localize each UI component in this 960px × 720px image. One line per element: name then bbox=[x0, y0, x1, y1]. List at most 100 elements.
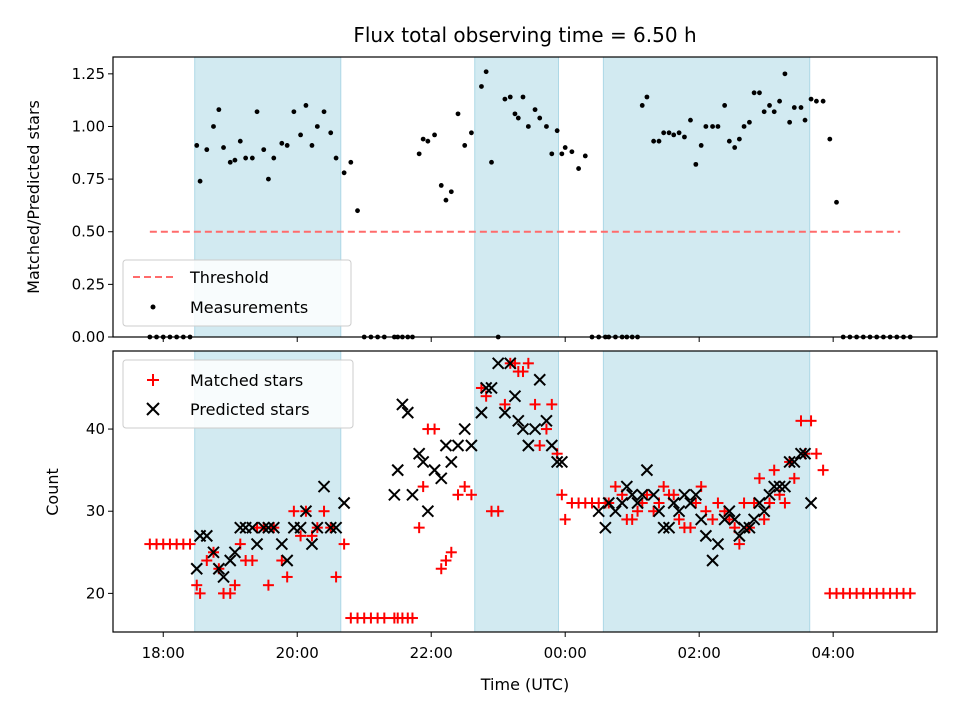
matched-point bbox=[690, 497, 702, 509]
predicted-point bbox=[275, 537, 289, 551]
matched-point bbox=[648, 505, 660, 517]
predicted-point bbox=[778, 480, 792, 493]
matched-point bbox=[632, 505, 644, 517]
predicted-point bbox=[416, 455, 430, 469]
predicted-point-b bbox=[689, 488, 703, 501]
measurement-point bbox=[562, 145, 568, 150]
matched-point bbox=[788, 472, 800, 484]
measurement-point bbox=[554, 128, 560, 134]
predicted-point-b bbox=[533, 373, 546, 386]
y-tick-label: 40 bbox=[86, 420, 105, 438]
measurement-point bbox=[639, 103, 645, 108]
predicted-point bbox=[737, 521, 751, 534]
matched-point bbox=[452, 489, 464, 501]
predicted-point-b bbox=[783, 455, 796, 469]
measurement-point bbox=[532, 107, 538, 113]
measurement-point bbox=[515, 115, 521, 121]
x-tick-label: 04:00 bbox=[812, 644, 855, 662]
predicted-point bbox=[672, 505, 686, 518]
predicted-point bbox=[794, 447, 808, 460]
predicted-point bbox=[280, 554, 294, 567]
predicted-point-b bbox=[631, 496, 644, 510]
measurement-point bbox=[314, 124, 320, 129]
y-tick-label: 0.75 bbox=[72, 170, 105, 188]
predicted-point bbox=[491, 357, 505, 370]
matched-point bbox=[440, 555, 452, 567]
matched-point bbox=[295, 530, 307, 542]
measurement-point bbox=[420, 136, 426, 142]
chart-title: Flux total observing time = 6.50 h bbox=[353, 23, 696, 47]
top-legend-box bbox=[122, 259, 352, 327]
matched-point bbox=[712, 497, 724, 509]
predicted-point bbox=[711, 537, 725, 551]
predicted-point-b bbox=[528, 422, 542, 436]
predicted-point bbox=[435, 472, 448, 485]
predicted-point-b bbox=[294, 521, 307, 534]
predicted-point-b bbox=[465, 439, 478, 452]
predicted-point-b bbox=[396, 398, 409, 411]
predicted-point bbox=[412, 447, 426, 460]
predicted-point bbox=[246, 521, 259, 534]
measurement-point bbox=[777, 98, 782, 104]
predicted-point-b bbox=[234, 521, 247, 534]
bottom-x-axis: 18:00 20:00 22:00 00:00 02:00 04:00 bbox=[142, 632, 855, 662]
matched-point bbox=[201, 555, 213, 567]
predicted-point-b bbox=[224, 554, 237, 567]
top-legend: Threshold Measurements bbox=[122, 259, 352, 327]
predicted-point-b bbox=[406, 488, 419, 501]
predicted-point-b bbox=[550, 455, 564, 469]
measurement-point bbox=[254, 109, 260, 115]
measurement-point bbox=[771, 109, 777, 115]
predicted-point bbox=[217, 570, 230, 584]
measurement-point bbox=[443, 197, 449, 203]
predicted-point bbox=[508, 389, 522, 403]
matched-point bbox=[492, 505, 504, 517]
predicted-point bbox=[592, 505, 605, 518]
predicted-point-b bbox=[305, 537, 319, 551]
matched-point bbox=[534, 439, 546, 451]
predicted-point-b bbox=[620, 480, 634, 493]
measurement-point bbox=[808, 96, 814, 102]
legend-predicted-swatch bbox=[146, 402, 160, 416]
predicted-point bbox=[391, 463, 404, 477]
matched-point bbox=[758, 513, 770, 525]
predicted-point bbox=[615, 496, 629, 510]
top-axes-frame bbox=[112, 56, 938, 338]
predicted-point-b bbox=[599, 521, 612, 534]
matched-point bbox=[768, 464, 780, 476]
matched-point bbox=[194, 587, 206, 599]
measurement-point bbox=[757, 90, 762, 96]
measurement-point bbox=[333, 155, 339, 161]
measurement-point bbox=[814, 98, 819, 104]
predicted-point-b bbox=[475, 406, 488, 419]
measurement-point bbox=[820, 98, 826, 104]
predicted-point-b bbox=[324, 521, 337, 534]
predicted-point-b bbox=[391, 463, 404, 477]
measurement-point bbox=[279, 140, 285, 146]
measurement-point bbox=[271, 155, 277, 161]
matched-point bbox=[522, 357, 534, 369]
matched-point bbox=[540, 423, 552, 435]
predicted-point-b bbox=[311, 521, 324, 534]
predicted-point bbox=[733, 529, 746, 543]
x-tick-label: 18:00 bbox=[142, 644, 185, 662]
bottom-y-axis: 20 30 40 bbox=[86, 420, 113, 602]
predicted-point bbox=[406, 488, 419, 501]
predicted-point-b bbox=[329, 521, 343, 534]
matched-point bbox=[673, 513, 685, 525]
matched-point bbox=[559, 513, 571, 525]
measurement-point bbox=[462, 143, 468, 148]
x-tick-label: 20:00 bbox=[276, 644, 319, 662]
measurement-point bbox=[309, 143, 315, 148]
y-tick-label: 0.50 bbox=[72, 223, 105, 241]
measurement-point bbox=[502, 96, 508, 102]
predicted-point bbox=[329, 521, 343, 534]
measurement-point bbox=[507, 94, 513, 100]
predicted-stars-series bbox=[190, 357, 818, 584]
predicted-point bbox=[317, 480, 331, 493]
predicted-point bbox=[522, 439, 535, 452]
predicted-point bbox=[533, 373, 546, 386]
predicted-point-b bbox=[250, 537, 264, 551]
measurement-point bbox=[432, 132, 437, 138]
predicted-point-b bbox=[794, 447, 808, 460]
